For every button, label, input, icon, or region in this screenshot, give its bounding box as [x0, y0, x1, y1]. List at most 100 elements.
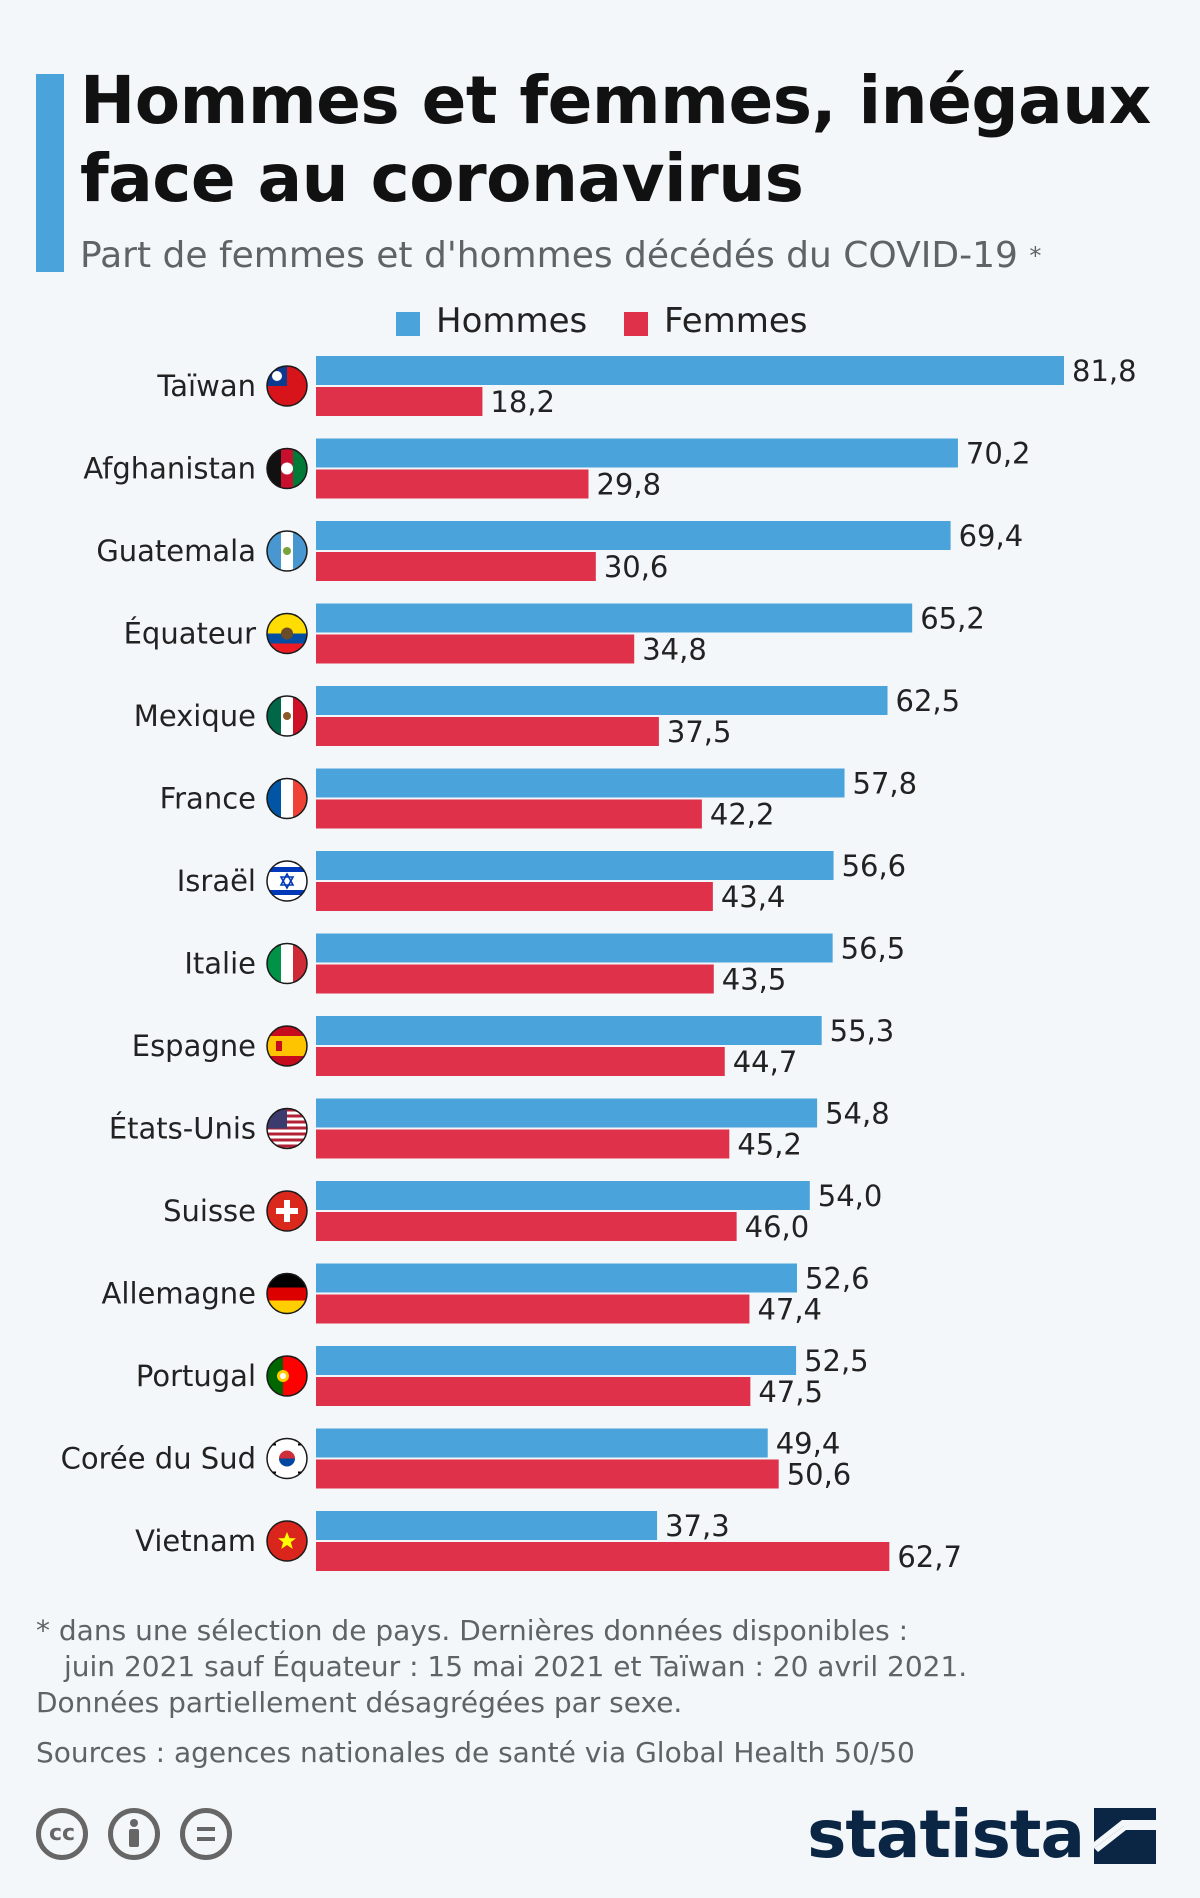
south-korea-flag-icon [266, 1437, 308, 1480]
legend-swatch-hommes [396, 312, 420, 336]
value-label-femmes: 44,7 [733, 1045, 798, 1079]
value-label-hommes: 55,3 [830, 1014, 895, 1048]
statista-wordmark: statista [807, 1796, 1085, 1873]
footnote-line-2: juin 2021 sauf Équateur : 15 mai 2021 et… [64, 1650, 968, 1683]
vietnam-flag-icon [266, 1520, 308, 1562]
subtitle-marker: * [1029, 242, 1042, 270]
guatemala-flag-icon [266, 530, 308, 572]
portugal-flag-icon [266, 1355, 308, 1397]
israel-flag-icon [266, 860, 308, 902]
chart-subtitle: Part de femmes et d'hommes décédés du CO… [80, 232, 1160, 280]
person-icon [129, 1819, 139, 1847]
bar-femmes [316, 1377, 751, 1406]
title-accent-bar [36, 74, 64, 272]
creative-commons-icon[interactable]: cc [36, 1808, 88, 1860]
country-label: Vietnam [135, 1524, 256, 1558]
country-label: Guatemala [96, 534, 256, 568]
bar-femmes [316, 469, 589, 499]
bar-femmes [316, 1212, 737, 1241]
bar-hommes [316, 1428, 768, 1458]
chart-title: Hommes et femmes, inégaux face au corona… [80, 62, 1151, 217]
bar-hommes [316, 1346, 797, 1375]
bar-hommes [316, 851, 834, 880]
legend-swatch-femmes [624, 312, 648, 336]
value-label-hommes: 81,8 [1072, 354, 1137, 388]
country-label: France [160, 782, 256, 816]
equals-icon [197, 1827, 215, 1841]
footnote-line-1: * dans une sélection de pays. Dernières … [36, 1614, 909, 1647]
value-label-hommes: 70,2 [966, 437, 1031, 471]
italy-flag-icon [266, 942, 308, 985]
value-label-hommes: 54,0 [818, 1179, 883, 1213]
bar-hommes [316, 1016, 822, 1045]
value-label-hommes: 57,8 [853, 767, 918, 801]
value-label-hommes: 62,5 [896, 684, 961, 718]
bar-chart: 81,8 18,2 Taïwan 70,2 29,8 Afghanistan 69,4 30,… [61, 354, 1137, 1574]
bar-hommes [316, 521, 951, 550]
value-label-femmes: 30,6 [604, 550, 669, 584]
germany-flag-icon [266, 1272, 308, 1315]
value-label-hommes: 49,4 [776, 1427, 841, 1461]
value-label-femmes: 34,8 [642, 633, 707, 667]
value-label-hommes: 52,6 [805, 1262, 870, 1296]
value-label-femmes: 18,2 [490, 385, 555, 419]
country-label: Équateur [124, 617, 256, 651]
statista-mark-icon [1094, 1808, 1156, 1864]
taiwan-flag-icon [266, 365, 308, 407]
bar-femmes [316, 387, 483, 416]
bar-hommes [316, 1511, 658, 1540]
legend: Hommes Femmes [0, 296, 1200, 346]
bar-hommes [316, 768, 845, 798]
bar-femmes [316, 799, 702, 829]
switzerland-flag-icon [266, 1190, 308, 1232]
value-label-femmes: 47,5 [758, 1375, 823, 1409]
country-label: Suisse [163, 1194, 256, 1228]
footnote: * dans une sélection de pays. Dernières … [36, 1613, 1156, 1721]
value-label-femmes: 62,7 [897, 1540, 962, 1574]
bar-hommes [316, 1098, 818, 1128]
footnote-line-3: Données partiellement désagrégées par se… [36, 1686, 683, 1719]
sources: Sources : agences nationales de santé vi… [36, 1736, 915, 1769]
no-derivatives-icon[interactable] [180, 1808, 232, 1860]
bar-femmes [316, 882, 713, 911]
spain-flag-icon [266, 1025, 308, 1067]
bar-femmes [316, 1459, 779, 1489]
value-label-femmes: 47,4 [757, 1293, 822, 1327]
statista-logo[interactable]: statista [807, 1800, 1156, 1870]
country-label: Espagne [132, 1029, 256, 1063]
value-label-hommes: 65,2 [920, 602, 985, 636]
bar-hommes [316, 1181, 810, 1210]
bar-femmes [316, 1129, 730, 1159]
subtitle-text: Part de femmes et d'hommes décédés du CO… [80, 235, 1018, 276]
country-label: Afghanistan [83, 452, 256, 486]
value-label-femmes: 37,5 [667, 715, 732, 749]
value-label-femmes: 45,2 [737, 1128, 802, 1162]
value-label-femmes: 42,2 [710, 798, 775, 832]
bar-hommes [316, 686, 888, 715]
country-label: Allemagne [102, 1277, 256, 1311]
value-label-femmes: 43,4 [721, 880, 786, 914]
value-label-hommes: 56,5 [841, 932, 906, 966]
value-label-hommes: 69,4 [959, 519, 1024, 553]
bar-femmes [316, 717, 659, 746]
value-label-hommes: 56,6 [842, 849, 907, 883]
value-label-femmes: 50,6 [787, 1458, 852, 1492]
country-label: Israël [177, 864, 256, 898]
value-label-hommes: 52,5 [804, 1344, 869, 1378]
ecuador-flag-icon [266, 612, 308, 655]
bar-femmes [316, 634, 635, 664]
bar-femmes [316, 1294, 750, 1324]
usa-flag-icon [266, 1107, 308, 1150]
value-label-femmes: 46,0 [745, 1210, 810, 1244]
bar-hommes [316, 438, 958, 468]
france-flag-icon [266, 777, 308, 820]
afghanistan-flag-icon [266, 447, 308, 490]
country-label: États-Unis [109, 1112, 256, 1146]
country-label: Portugal [136, 1359, 256, 1393]
bar-femmes [316, 1542, 890, 1571]
value-label-hommes: 37,3 [665, 1509, 730, 1543]
attribution-icon[interactable] [108, 1808, 160, 1860]
mexico-flag-icon [266, 695, 308, 737]
bar-hommes [316, 603, 913, 633]
country-label: Mexique [134, 699, 256, 733]
